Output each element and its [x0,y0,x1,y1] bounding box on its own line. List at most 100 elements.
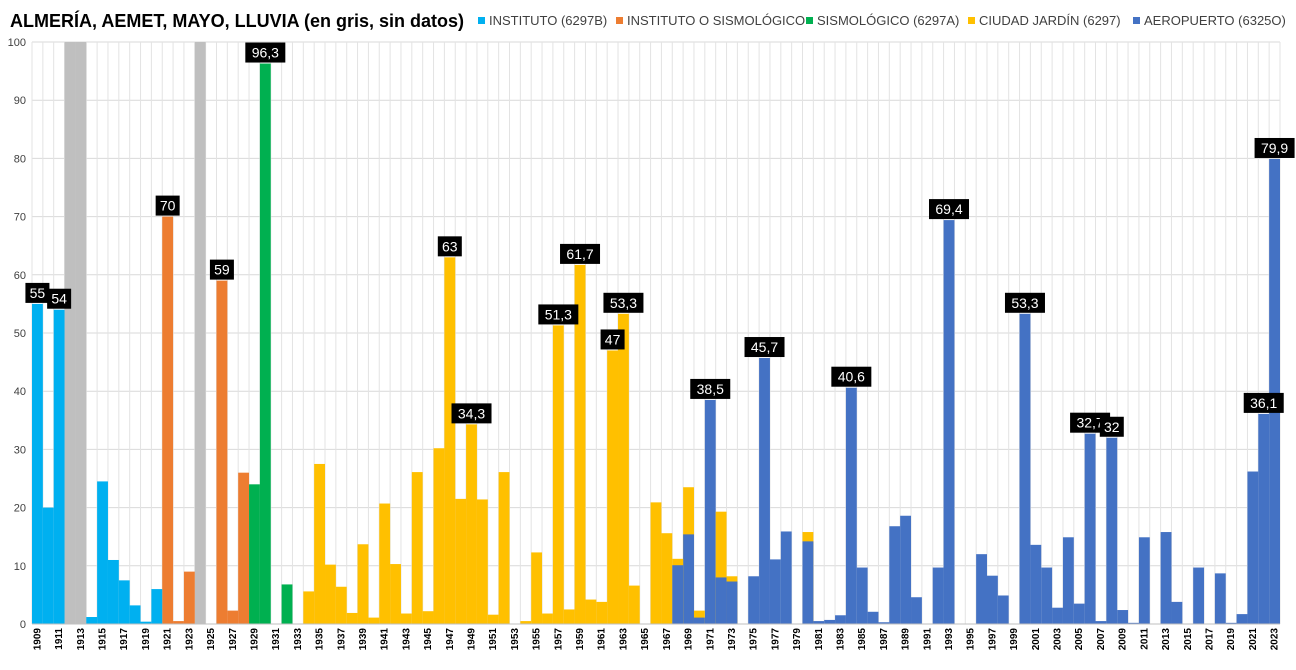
bar-1996-aero [976,554,987,624]
bar-1934-cj [303,591,315,624]
x-tick-label: 1939 [358,628,369,651]
x-tick-label: 1969 [684,628,695,651]
bar-1978-aero [780,531,792,624]
bar-1944-cj [411,472,423,624]
data-label-box [245,42,286,63]
bar-1918-inst [129,605,141,624]
bar-1952-cj [498,472,510,624]
bar-1948-cj [455,498,467,624]
no-data-bars [64,42,206,624]
x-tick-label: 1937 [336,628,347,651]
bar-1966-cj [650,502,662,624]
bar-2007-aero [1095,621,1107,624]
bar-2018-aero [1214,573,1226,624]
data-label-1962: 47 [600,329,625,350]
x-tick-label: 1945 [423,628,434,651]
legend-item-aero: AEROPUERTO (6325O) [1133,13,1286,28]
data-label-box [155,195,180,216]
x-tick-label: 1961 [597,628,608,651]
bar-1915-inst [97,481,108,624]
x-tick-label: 1963 [618,628,629,651]
data-label-text: 32 [1104,419,1120,435]
data-label-box [600,329,625,350]
data-label-1971: 38,5 [690,378,731,399]
legend: INSTITUTO (6297B) INSTITUTO O SISMOLÓGICO… [478,13,1286,28]
x-tick-label: 2005 [1074,628,1085,651]
x-tick-label: 1919 [141,628,152,651]
x-tick-label: 1967 [662,628,673,651]
y-tick-label: 80 [14,153,26,165]
y-tick-label: 90 [14,95,26,107]
bar-2016-aero [1193,567,1205,624]
data-label-box [209,259,234,280]
x-tick-label: 2011 [1139,628,1150,650]
legend-item-ios: INSTITUTO O SISMOLÓGICO [616,13,805,28]
y-tick-label: 40 [14,386,26,398]
x-tick-label: 1933 [293,628,304,651]
data-label-text: 54 [51,291,67,307]
bar-1950-cj [476,499,488,624]
x-tick-label: 1965 [640,628,651,651]
bar-2023-aero [1269,158,1280,624]
bar-1926-ios [216,280,228,624]
bar-1967-cj [661,533,673,624]
x-tick-label: 1923 [184,628,195,651]
bar-1973-aero [726,581,738,624]
x-tick-label: 1997 [987,628,998,651]
data-label-text: 61,7 [566,246,593,262]
bar-1927-ios [227,610,239,624]
x-tick-label: 1993 [944,628,955,651]
bar-2013-aero [1160,532,1172,624]
bar-1955-cj [531,552,543,624]
x-tick-label: 1971 [705,628,716,651]
x-tick-label: 1929 [249,628,260,651]
x-tick-label: 1949 [467,628,478,651]
data-label-2023: 79,9 [1254,137,1295,158]
data-label-text: 69,4 [935,201,962,217]
data-label-text: 53,3 [1011,295,1038,311]
data-label-box [744,337,785,358]
legend-swatch [478,17,485,24]
data-label-text: 36,1 [1250,395,1277,411]
legend-label: SISMOLÓGICO (6297A) [817,13,959,28]
bar-2000-aero [1019,313,1031,624]
legend-item-cj: CIUDAD JARDÍN (6297) [968,13,1121,28]
data-label-box [1099,416,1124,437]
bar-1930-sis [259,63,271,625]
y-tick-label: 50 [14,328,26,340]
x-tick-label: 1999 [1009,628,1020,651]
data-label-2000: 53,3 [1004,292,1045,313]
x-tick-label: 1909 [32,628,43,651]
bar-1989-aero [900,515,912,624]
bar-1980-aero [802,541,814,624]
data-label-box [690,378,731,399]
bar-1937-cj [335,586,347,624]
x-tick-label: 1983 [835,628,846,651]
data-label-box [1243,392,1284,413]
data-label-box [538,304,579,325]
bar-1972-aero [715,577,727,624]
y-tick-label: 100 [8,37,26,49]
data-label-box [47,288,72,309]
bar-1964-cj [628,585,640,624]
y-tick-label: 60 [14,270,26,282]
data-label-2008: 32 [1099,416,1124,437]
x-tick-label: 2023 [1270,628,1281,651]
x-tick-label: 2021 [1248,628,1259,651]
bar-1984-aero [845,387,857,624]
legend-swatch [806,17,813,24]
bar-1957-cj [552,325,564,624]
y-tick-label: 70 [14,212,26,224]
data-label-1959: 61,7 [560,243,601,264]
bar-1945-cj [422,611,434,624]
bar-2020-aero [1236,614,1248,624]
x-tick-label: 1977 [770,628,781,651]
x-tick-label: 1925 [206,628,217,651]
data-label-text: 32,7 [1076,415,1103,431]
data-label-box [1004,292,1045,313]
bar-1916-inst [107,559,119,624]
legend-item-sis: SISMOLÓGICO (6297A) [806,13,959,28]
bar-1975-aero [748,576,760,624]
bar-1941-cj [379,503,391,624]
